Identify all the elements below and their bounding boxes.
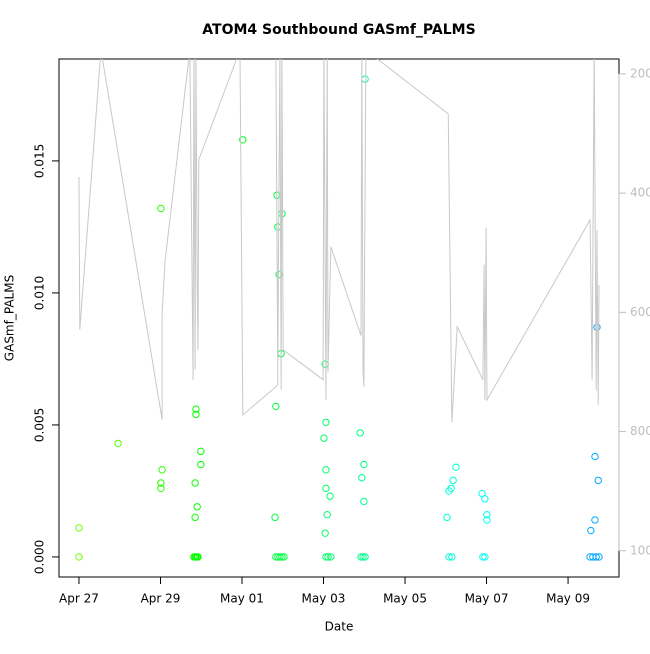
- data-point: [276, 553, 284, 561]
- x-tick-label: May 07: [465, 592, 509, 606]
- y-axis-label: GASmf_PALMS: [3, 275, 17, 361]
- y-tick-label: 0.015: [33, 144, 47, 178]
- data-point: [358, 474, 366, 482]
- x-tick-label: May 03: [302, 592, 346, 606]
- y2-tick-label: 400: [630, 186, 650, 200]
- data-point: [278, 553, 286, 561]
- y2-tick-label: 800: [630, 424, 650, 438]
- data-point: [356, 429, 364, 437]
- data-point: [587, 526, 595, 535]
- data-point: [360, 497, 368, 506]
- data-point: [280, 553, 288, 561]
- data-point: [271, 513, 279, 522]
- y-tick-label: 0.010: [33, 276, 47, 310]
- data-point: [158, 466, 166, 474]
- data-point: [591, 516, 599, 524]
- data-point: [594, 476, 602, 485]
- x-axis-label: Date: [325, 620, 354, 634]
- data-point: [157, 479, 165, 487]
- x-tick-label: May 05: [383, 592, 427, 606]
- pressure-line: [78, 59, 600, 423]
- data-point: [326, 492, 334, 500]
- data-point: [322, 484, 330, 492]
- chart-title: ATOM4 Southbound GASmf_PALMS: [202, 22, 475, 38]
- y2-tick-label: 200: [630, 66, 650, 80]
- data-point: [327, 553, 335, 561]
- plot-area: [75, 59, 603, 561]
- data-point: [157, 484, 165, 492]
- data-point: [157, 204, 165, 213]
- y2-tick-label: 1000: [630, 543, 650, 557]
- data-point: [320, 434, 328, 442]
- data-point: [192, 410, 200, 419]
- data-point: [361, 75, 369, 83]
- data-point: [452, 463, 460, 471]
- data-point: [75, 553, 83, 561]
- data-point: [191, 479, 199, 487]
- data-point: [114, 439, 122, 448]
- data-point: [323, 510, 331, 519]
- x-tick-label: Apr 27: [59, 592, 99, 606]
- x-tick-label: Apr 29: [141, 592, 181, 606]
- data-point: [322, 418, 330, 426]
- data-point: [481, 495, 489, 503]
- data-point: [360, 460, 368, 469]
- data-point: [595, 553, 603, 561]
- data-point: [322, 466, 330, 474]
- data-point: [239, 136, 247, 144]
- data-point: [481, 553, 489, 561]
- data-point: [197, 460, 205, 469]
- x-tick-label: May 09: [546, 592, 590, 606]
- data-point: [483, 516, 491, 524]
- data-point: [483, 510, 491, 519]
- plot-frame: [58, 58, 620, 578]
- data-point: [194, 553, 202, 561]
- y-tick-label: 0.000: [33, 540, 47, 574]
- data-point: [192, 405, 200, 413]
- data-point: [321, 529, 329, 537]
- data-point: [447, 484, 455, 492]
- data-point: [479, 553, 487, 561]
- data-point: [443, 513, 451, 522]
- data-point: [197, 447, 205, 456]
- data-point: [448, 553, 456, 561]
- data-point: [361, 553, 369, 561]
- x-tick-label: May 01: [220, 592, 264, 606]
- data-point: [357, 553, 365, 561]
- data-point: [75, 524, 83, 532]
- data-point: [449, 476, 457, 485]
- y-tick-label: 0.005: [33, 408, 47, 442]
- data-point: [275, 270, 283, 279]
- data-point: [591, 452, 599, 461]
- data-point: [193, 503, 201, 511]
- y2-tick-label: 600: [630, 305, 650, 319]
- data-point: [272, 402, 280, 411]
- data-point: [322, 553, 330, 561]
- data-point: [592, 553, 600, 561]
- data-point: [191, 513, 199, 522]
- data-point: [445, 553, 453, 561]
- data-point: [359, 553, 367, 561]
- data-point: [324, 553, 332, 561]
